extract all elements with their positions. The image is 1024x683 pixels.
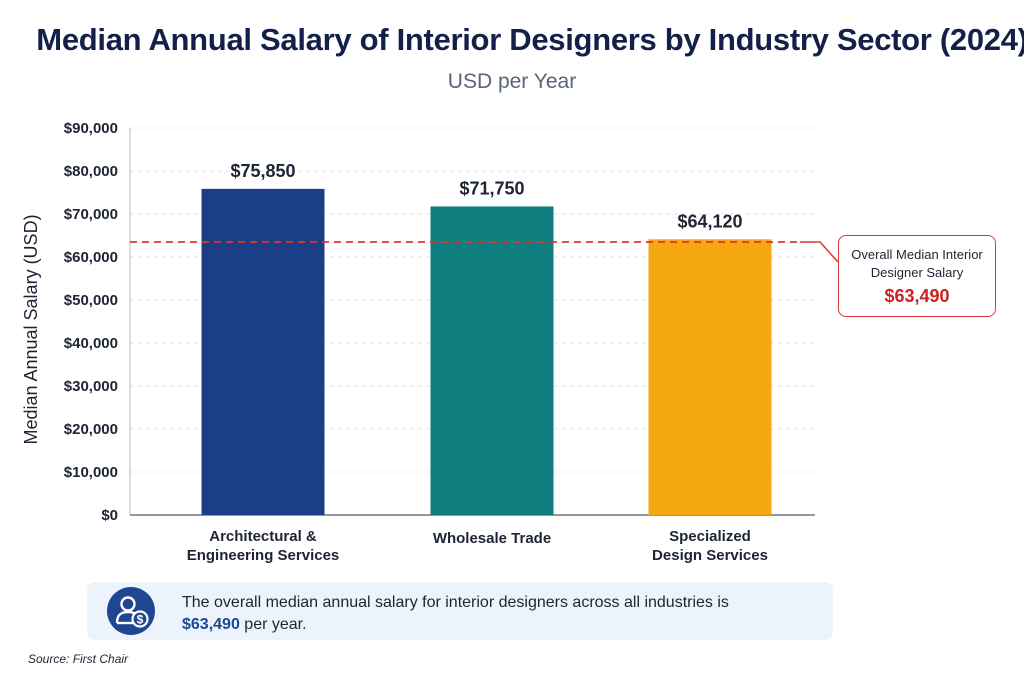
y-tick-label: $20,000 (64, 421, 118, 438)
y-axis-title: Median Annual Salary (USD) (21, 214, 41, 444)
chart-subtitle: USD per Year (447, 70, 577, 93)
category-label: Specialized (669, 528, 751, 545)
summary-note-lead: The overall median annual salary for int… (182, 594, 729, 611)
svg-text:$: $ (137, 613, 144, 627)
y-tick-label: $30,000 (64, 378, 118, 395)
person-dollar-icon: $ (107, 587, 155, 635)
summary-note-tail: per year. (239, 616, 307, 633)
bar-value-label: $64,120 (677, 211, 742, 231)
summary-note-value: $63,490 (182, 616, 240, 633)
reference-callout: Overall Median Interior Designer Salary … (838, 235, 996, 317)
category-label: Engineering Services (187, 547, 340, 564)
bar-value-label: $71,750 (459, 178, 524, 198)
category-label: Design Services (652, 547, 768, 564)
y-tick-label: $60,000 (64, 249, 118, 266)
summary-note-text: The overall median annual salary for int… (182, 592, 822, 636)
summary-note: $ The overall median annual salary for i… (87, 582, 833, 640)
y-tick-label: $90,000 (64, 120, 118, 137)
y-tick-label: $80,000 (64, 163, 118, 180)
bar (648, 239, 772, 515)
category-label: Wholesale Trade (433, 530, 551, 547)
y-tick-label: $10,000 (64, 464, 118, 481)
source-credit: Source: First Chair (28, 652, 129, 666)
category-label: Architectural & (209, 528, 317, 545)
y-tick-label: $0 (101, 507, 118, 524)
reference-callout-value: $63,490 (884, 286, 950, 306)
bar (201, 188, 325, 515)
y-tick-label: $70,000 (64, 206, 118, 223)
bar-value-label: $75,850 (230, 161, 295, 181)
y-tick-label: $50,000 (64, 292, 118, 309)
reference-connector (800, 241, 839, 263)
chart-title: Median Annual Salary of Interior Designe… (36, 22, 1024, 57)
y-tick-label: $40,000 (64, 335, 118, 352)
bar (430, 206, 554, 515)
reference-callout-label: Overall Median Interior Designer Salary (851, 247, 983, 280)
